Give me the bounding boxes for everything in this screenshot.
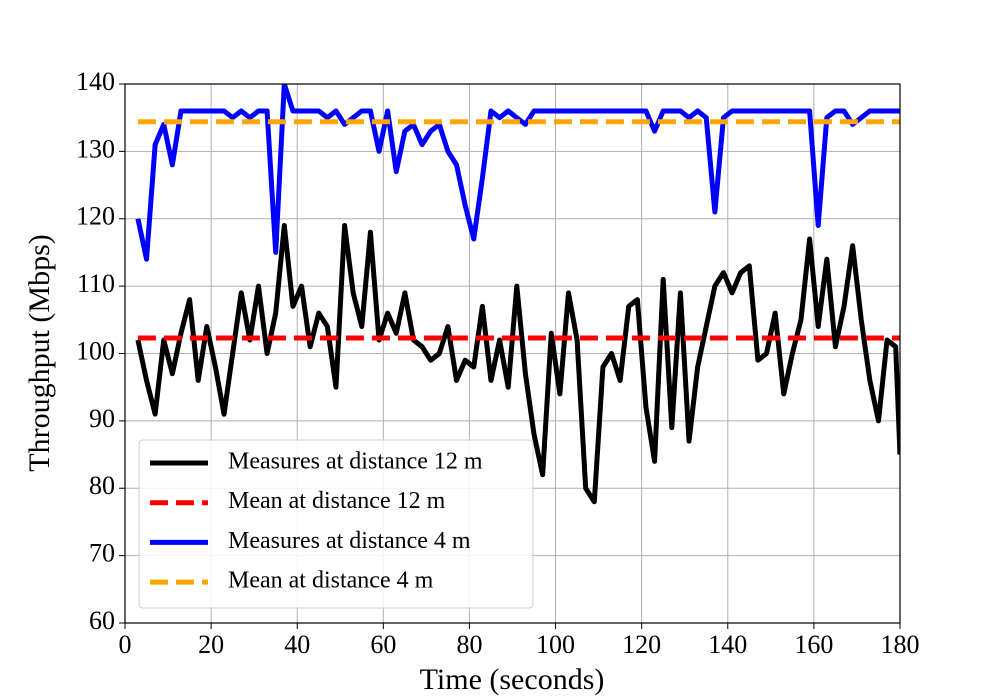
y-tick-label: 120 [76,202,115,231]
legend-label: Mean at distance 12 m [228,488,446,514]
y-tick-label: 100 [76,336,115,365]
y-tick-label: 110 [77,269,115,298]
legend-label: Measures at distance 4 m [228,528,471,554]
legend-label: Measures at distance 12 m [228,449,483,475]
y-tick-label: 130 [76,134,115,163]
x-tick-label: 40 [284,630,310,659]
x-tick-label: 140 [708,630,747,659]
x-tick-label: 0 [119,630,132,659]
legend-label: Mean at distance 4 m [228,568,434,594]
y-tick-label: 70 [89,539,115,568]
legend-box [138,439,534,609]
y-tick-label: 60 [89,606,115,635]
y-tick-label: 90 [89,404,115,433]
plot-area [135,84,900,505]
x-tick-label: 100 [536,630,575,659]
legend: Measures at distance 12 m Mean at distanc… [138,439,534,609]
x-tick-label: 60 [370,630,396,659]
x-tick-label: 120 [622,630,661,659]
series-line [135,222,900,505]
x-tick-label: 180 [881,630,920,659]
y-tick-label: 140 [76,67,115,96]
y-axis-label: Throughput (Mbps) [23,234,56,471]
series-line [135,84,900,262]
y-tick-label: 80 [89,471,115,500]
x-tick-label: 160 [794,630,833,659]
x-tick-label: 80 [456,630,482,659]
x-tick-label: 20 [198,630,224,659]
x-axis-label: Time (seconds) [420,663,605,696]
